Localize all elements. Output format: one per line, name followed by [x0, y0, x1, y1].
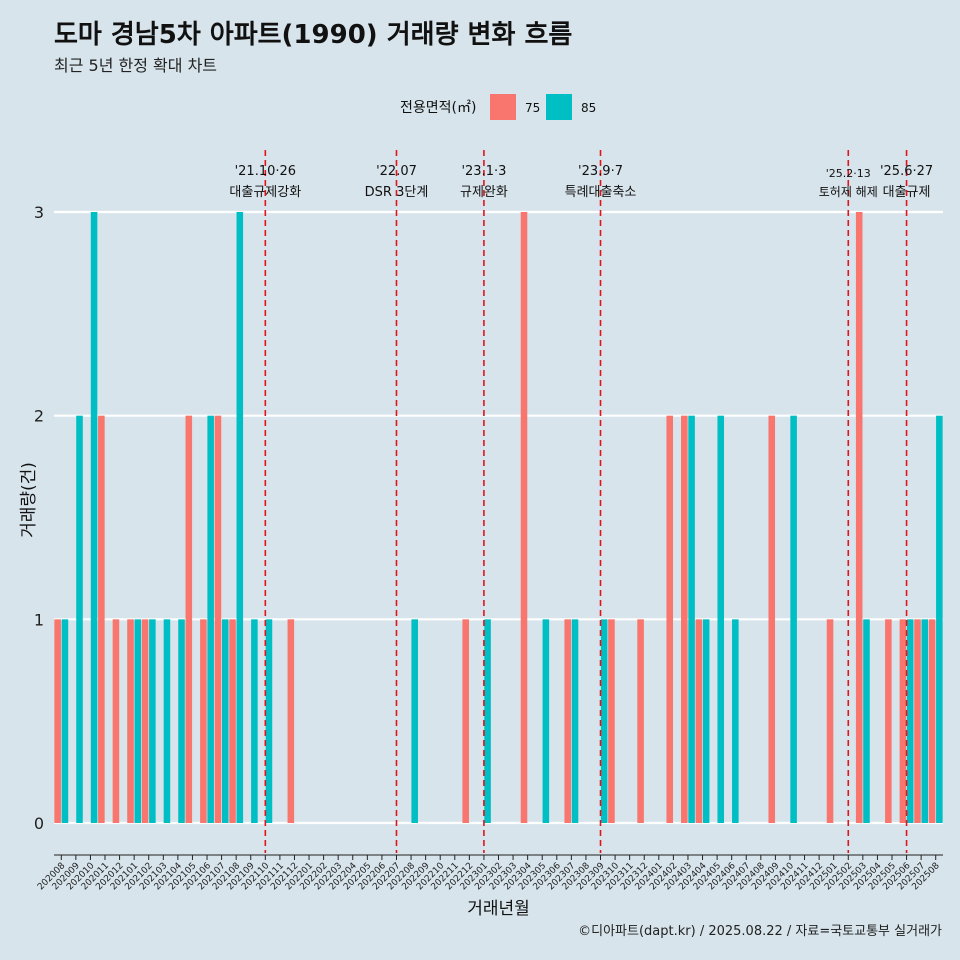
bar-85-202103 — [163, 619, 171, 823]
bar-85-202406 — [732, 619, 739, 823]
bar-85-202106 — [207, 415, 214, 823]
bar-75-202310 — [608, 619, 615, 823]
bar-85-202101 — [134, 619, 142, 823]
legend-title: 전용면적(㎡) — [400, 100, 476, 116]
bar-85-202404 — [702, 619, 710, 823]
bar-85-202307 — [571, 619, 579, 823]
bar-85-202309 — [600, 619, 608, 823]
bar-85-202305 — [542, 619, 550, 823]
bar-85-202403 — [688, 415, 695, 823]
bar-75-202102 — [141, 619, 149, 823]
bar-75-202507 — [914, 619, 921, 823]
bar-85-202110 — [265, 619, 273, 823]
bar-85-202109 — [251, 619, 258, 823]
bar-85-202405 — [717, 415, 725, 823]
bar-75-202404 — [695, 619, 703, 823]
bar-75-202402 — [666, 415, 674, 823]
bar-75-202307 — [564, 619, 572, 823]
source-caption: ©디아파트(dapt.kr) / 2025.08.22 / 자료=국토교통부 실… — [578, 924, 942, 939]
event-label: 대출규제강화 — [229, 185, 301, 200]
legend-label-75: 75 — [525, 101, 540, 115]
bar-85-202108 — [236, 212, 244, 823]
event-label: DSR 3단계 — [365, 185, 429, 200]
event-label: 토허제 해제 — [819, 185, 878, 199]
bar-85-202508 — [936, 415, 943, 823]
bar-85-202010 — [90, 212, 98, 823]
bar-75-202508 — [928, 619, 936, 823]
y-tick-label: 1 — [34, 610, 44, 629]
bar-85-202104 — [178, 619, 185, 823]
event-date-label: '25.2·13 — [826, 167, 871, 180]
event-date-label: '25.6·27 — [880, 164, 933, 179]
bar-75-202212 — [462, 619, 469, 823]
bar-75-202506 — [899, 619, 907, 823]
legend-label-85: 85 — [581, 101, 596, 115]
y-tick-label: 3 — [34, 203, 44, 222]
event-label: 특례대출축소 — [565, 185, 637, 200]
legend-swatch-85 — [546, 94, 572, 120]
bar-85-202506 — [906, 619, 914, 823]
chart-title: 도마 경남5차 아파트(1990) 거래량 변화 흐름 — [54, 20, 573, 50]
bar-85-202410 — [790, 415, 797, 823]
bar-75-202012 — [112, 619, 120, 823]
bar-75-202505 — [885, 619, 892, 823]
bar-85-202102 — [149, 619, 156, 823]
bar-85-202107 — [221, 619, 229, 823]
y-tick-label: 0 — [34, 814, 44, 833]
bar-75-202011 — [98, 415, 105, 823]
bar-75-202501 — [826, 619, 834, 823]
event-date-label: '23.1·3 — [461, 164, 506, 179]
bar-85-202009 — [76, 415, 83, 823]
bar-75-202403 — [681, 415, 688, 823]
event-date-label: '21.10·26 — [235, 164, 296, 179]
y-axis-title: 거래량(건) — [19, 462, 39, 538]
bar-75-202105 — [185, 415, 193, 823]
bar-85-202301 — [484, 619, 491, 823]
bar-75-202409 — [768, 415, 776, 823]
bar-85-202503 — [863, 619, 870, 823]
bar-75-202008 — [54, 619, 61, 823]
bar-75-202304 — [520, 212, 528, 823]
event-date-label: '22.07 — [376, 164, 417, 179]
bar-75-202107 — [214, 415, 222, 823]
bar-75-202101 — [127, 619, 134, 823]
bar-75-202503 — [855, 212, 863, 823]
y-tick-label: 2 — [34, 407, 44, 426]
bar-85-202208 — [411, 619, 418, 823]
event-label: 규제완화 — [460, 185, 508, 200]
bar-75-202312 — [637, 619, 644, 823]
event-date-label: '23.9·7 — [578, 164, 623, 179]
legend-swatch-75 — [490, 94, 516, 120]
x-axis-title: 거래년월 — [467, 899, 530, 919]
chart-subtitle: 최근 5년 한정 확대 차트 — [54, 56, 218, 75]
bar-85-202507 — [921, 619, 929, 823]
bar-75-202108 — [229, 619, 236, 823]
bar-75-202112 — [287, 619, 295, 823]
event-label: 대출규제 — [883, 185, 931, 200]
bar-85-202008 — [61, 619, 69, 823]
bar-75-202106 — [200, 619, 207, 823]
